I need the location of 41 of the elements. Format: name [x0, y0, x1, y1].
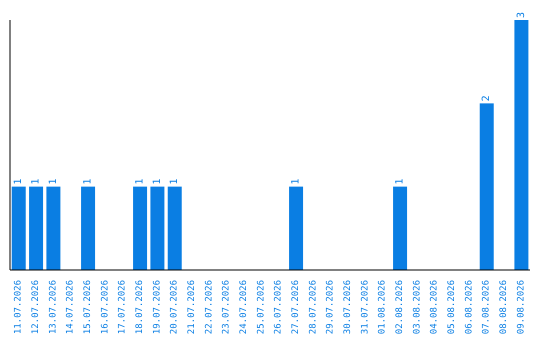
x-tick-label: 01.08.2026: [378, 280, 388, 334]
x-tick-label: 28.07.2026: [308, 280, 318, 334]
x-tick-label: 04.08.2026: [430, 280, 440, 334]
x-tick-label: 05.08.2026: [447, 280, 457, 334]
x-tick-label: 30.07.2026: [343, 280, 353, 334]
x-tick-label: 24.07.2026: [239, 280, 249, 334]
data-label: 1: [394, 178, 406, 185]
data-label: 1: [82, 178, 94, 185]
x-tick-label: 07.08.2026: [482, 280, 492, 334]
x-tick-label: 19.07.2026: [152, 280, 162, 334]
x-tick-label: 21.07.2026: [187, 280, 197, 334]
data-label: 3: [516, 12, 527, 18]
data-label: 1: [48, 178, 59, 185]
x-tick-label: 22.07.2026: [204, 280, 214, 334]
data-label: 1: [169, 178, 180, 185]
x-tick-label: 31.07.2026: [360, 280, 370, 334]
x-tick-label: 27.07.2026: [291, 280, 301, 334]
x-tick-label: 06.08.2026: [464, 280, 474, 334]
x-tick-label: 02.08.2026: [395, 280, 405, 334]
x-tick-label: 17.07.2026: [118, 280, 128, 334]
x-tick-label: 16.07.2026: [100, 280, 110, 334]
x-tick-label: 08.08.2026: [499, 280, 509, 334]
data-label: 1: [13, 178, 24, 185]
x-tick-label: 23.07.2026: [222, 280, 232, 334]
data-label: 1: [290, 178, 302, 185]
x-tick-label: 13.07.2026: [48, 280, 58, 334]
data-label: 1: [152, 178, 163, 185]
x-tick-label: 25.07.2026: [256, 280, 266, 334]
x-tick-label: 03.08.2026: [412, 280, 422, 334]
x-tick-label: 26.07.2026: [274, 280, 284, 334]
x-tick-label: 12.07.2026: [31, 280, 41, 334]
data-label: 1: [134, 178, 146, 185]
x-tick-label: 20.07.2026: [170, 280, 180, 334]
x-tick-label: 09.08.2026: [516, 280, 526, 334]
data-label: 1: [30, 178, 42, 185]
x-tick-label: 14.07.2026: [66, 280, 76, 334]
x-tick-label: 11.07.2026: [14, 280, 24, 334]
data-label: 2: [481, 95, 492, 102]
x-tick-label: 29.07.2026: [326, 280, 336, 334]
x-tick-label: 18.07.2026: [135, 280, 145, 334]
x-tick-label: 15.07.2026: [83, 280, 93, 334]
